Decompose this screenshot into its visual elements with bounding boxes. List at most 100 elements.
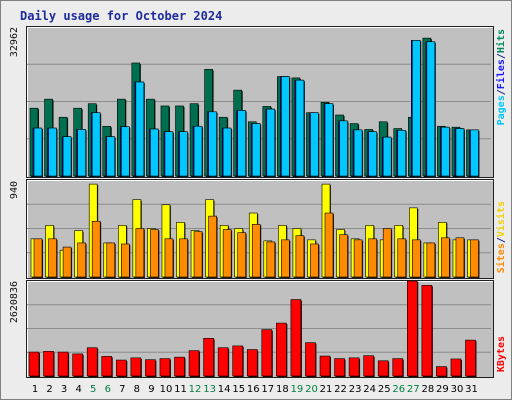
sites-bar	[237, 232, 246, 278]
kbytes-bar	[203, 338, 214, 377]
day-label: 18	[276, 384, 289, 395]
sites-bar	[251, 224, 261, 278]
pages-bar	[179, 131, 188, 177]
sites-bar	[208, 215, 217, 278]
sites-bar	[411, 239, 421, 278]
day-label: 5	[90, 384, 96, 395]
day-label: 9	[148, 384, 154, 395]
kbytes-bar	[450, 358, 462, 377]
sites-bar	[179, 238, 188, 278]
kbytes-bar	[276, 322, 287, 377]
pages-bar	[266, 108, 276, 177]
pages-bar	[77, 129, 86, 177]
kbytes-bar	[86, 347, 98, 377]
sites-bar	[150, 229, 159, 278]
pages-bar	[106, 136, 116, 177]
day-label: 20	[305, 384, 318, 395]
kbytes-bar	[116, 359, 127, 377]
sites-bar	[77, 242, 86, 278]
pages-bar	[470, 129, 479, 177]
day-label: 7	[119, 384, 125, 395]
day-label: 15	[232, 384, 245, 395]
day-label: 30	[451, 384, 464, 395]
day-label: 6	[105, 384, 111, 395]
sites-bar	[470, 239, 479, 278]
pages-bar	[339, 120, 348, 177]
kbytes-bar	[465, 339, 476, 377]
kbytes-bar	[392, 358, 404, 377]
day-label: 3	[61, 384, 67, 395]
pages-bar	[382, 136, 392, 177]
pages-bar	[441, 126, 450, 177]
sites-bar	[281, 239, 290, 278]
kbytes-bar	[377, 360, 389, 377]
chart-title: Daily usage for October 2024	[20, 9, 223, 23]
sites-bar	[324, 212, 334, 278]
sites-bar	[353, 239, 363, 278]
kbytes-bar	[348, 357, 360, 377]
kbytes-bar	[28, 351, 40, 377]
day-label: 2	[46, 384, 52, 395]
kbytes-bar	[130, 357, 142, 377]
sites-bar	[310, 243, 319, 278]
sites-bar	[397, 238, 407, 278]
pages-bar	[251, 123, 261, 177]
day-label: 31	[465, 384, 478, 395]
kbytes-bar	[43, 351, 54, 377]
sites-bar	[426, 242, 436, 278]
pages-bar	[33, 127, 43, 177]
kbytes-bar	[174, 356, 185, 377]
day-label: 4	[75, 384, 81, 395]
kbytes-bar	[290, 299, 302, 377]
day-label: 27	[407, 384, 420, 395]
kbytes-bar	[334, 358, 345, 377]
kbytes-bar	[72, 353, 83, 377]
day-label: 19	[291, 384, 304, 395]
pages-bar	[426, 41, 436, 177]
kbytes-bar	[101, 356, 113, 377]
pages-bar	[237, 110, 246, 177]
pages-bar	[310, 112, 319, 177]
pages-bar	[411, 40, 421, 177]
sites-bar	[164, 238, 174, 278]
day-label: 26	[392, 384, 405, 395]
pages-bar	[281, 76, 290, 177]
sites-bar	[368, 238, 377, 278]
kbytes-bar	[159, 358, 171, 377]
day-label: 21	[320, 384, 333, 395]
day-label: 28	[421, 384, 434, 395]
pages-bar	[48, 127, 57, 177]
day-label: 16	[247, 384, 260, 395]
day-label: 14	[218, 384, 231, 395]
sites-bar	[295, 235, 305, 278]
kbytes-bar	[57, 351, 69, 377]
kbytes-bar	[305, 342, 316, 377]
sites-bar	[121, 243, 130, 278]
sites-bar	[382, 228, 392, 278]
kbytes-bar	[406, 280, 418, 377]
pages-bar	[62, 136, 72, 177]
day-label: 29	[436, 384, 449, 395]
kbytes-bar	[319, 355, 331, 377]
kbytes-bar	[261, 329, 273, 377]
sites-bar	[266, 241, 276, 278]
sites-bar	[455, 237, 465, 278]
sites-bar	[48, 238, 57, 278]
pages-bar	[295, 79, 305, 177]
pages-bar	[164, 131, 174, 177]
kbytes-bar	[436, 366, 447, 377]
kbytes-bar	[232, 345, 243, 377]
sites-bar	[135, 228, 145, 278]
day-label: 12	[189, 384, 202, 395]
kbytes-bar	[217, 347, 229, 377]
kbytes-bar	[246, 349, 258, 377]
pages-bar	[222, 127, 232, 177]
sites-bar	[33, 238, 43, 278]
pages-bar	[353, 129, 363, 177]
pages-bar	[455, 128, 465, 177]
kbytes-bar	[145, 359, 156, 377]
pages-bar	[208, 111, 217, 177]
sites-bar	[62, 246, 72, 278]
pages-bar	[150, 128, 159, 177]
